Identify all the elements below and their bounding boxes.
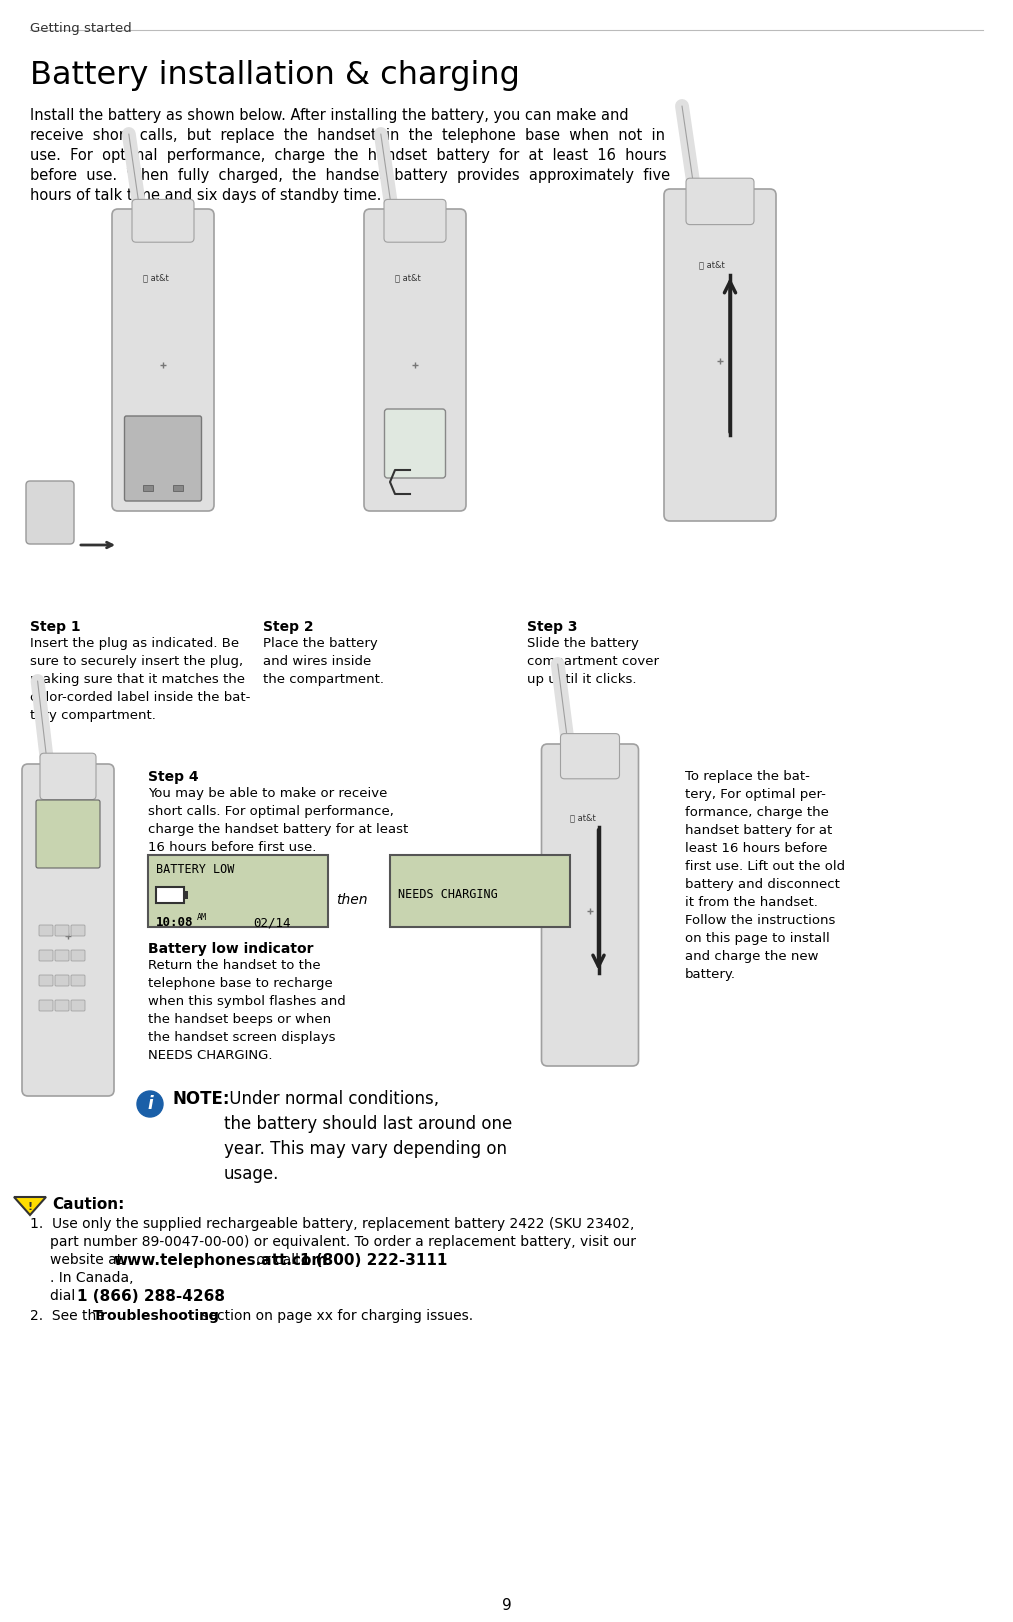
Text: 9: 9 — [501, 1598, 512, 1612]
FancyBboxPatch shape — [664, 190, 776, 521]
Text: .: . — [187, 1289, 191, 1302]
Text: Troubleshooting: Troubleshooting — [93, 1309, 220, 1324]
FancyBboxPatch shape — [36, 800, 100, 868]
Text: Install the battery as shown below. After installing the battery, you can make a: Install the battery as shown below. Afte… — [30, 109, 629, 123]
FancyBboxPatch shape — [71, 925, 85, 936]
Text: 1.  Use only the supplied rechargeable battery, replacement battery 2422 (SKU 23: 1. Use only the supplied rechargeable ba… — [30, 1216, 634, 1231]
Text: website at: website at — [50, 1254, 127, 1267]
Text: . In Canada,: . In Canada, — [50, 1272, 134, 1285]
FancyBboxPatch shape — [71, 975, 85, 986]
FancyBboxPatch shape — [55, 925, 69, 936]
Text: NEEDS CHARGING: NEEDS CHARGING — [398, 887, 497, 900]
FancyBboxPatch shape — [560, 733, 620, 779]
FancyBboxPatch shape — [55, 1001, 69, 1011]
Text: Getting started: Getting started — [30, 23, 132, 36]
Text: NOTE:: NOTE: — [172, 1090, 230, 1108]
FancyBboxPatch shape — [26, 482, 74, 543]
FancyBboxPatch shape — [156, 887, 184, 903]
Text: Caution:: Caution: — [52, 1197, 125, 1212]
Text: www.telephones.att.com: www.telephones.att.com — [113, 1254, 327, 1268]
Text: Ⓜ at&t: Ⓜ at&t — [699, 261, 725, 269]
Text: Step 4: Step 4 — [148, 770, 199, 783]
Text: You may be able to make or receive
short calls. For optimal performance,
charge : You may be able to make or receive short… — [148, 787, 408, 855]
Text: Step 2: Step 2 — [263, 620, 314, 634]
Text: Insert the plug as indicated. Be
sure to securely insert the plug,
making sure t: Insert the plug as indicated. Be sure to… — [30, 637, 250, 722]
FancyBboxPatch shape — [148, 855, 328, 928]
Text: use.  For  optimal  performance,  charge  the  handset  battery  for  at  least : use. For optimal performance, charge the… — [30, 148, 667, 162]
Text: BATTERY LOW: BATTERY LOW — [156, 863, 234, 876]
Text: 1 (800) 222-3111: 1 (800) 222-3111 — [300, 1254, 448, 1268]
Polygon shape — [14, 1197, 46, 1215]
FancyBboxPatch shape — [71, 1001, 85, 1011]
FancyBboxPatch shape — [55, 975, 69, 986]
Text: hours of talk time and six days of standby time.: hours of talk time and six days of stand… — [30, 188, 381, 203]
Text: section on page xx for charging issues.: section on page xx for charging issues. — [197, 1309, 473, 1324]
FancyBboxPatch shape — [173, 485, 183, 491]
Text: Place the battery
and wires inside
the compartment.: Place the battery and wires inside the c… — [263, 637, 384, 686]
Text: 02/14: 02/14 — [253, 916, 291, 929]
FancyBboxPatch shape — [686, 178, 754, 224]
Text: 10:08: 10:08 — [156, 916, 193, 929]
Text: Ⓜ at&t: Ⓜ at&t — [395, 274, 420, 282]
Text: or call: or call — [252, 1254, 303, 1267]
Text: Return the handset to the
telephone base to recharge
when this symbol flashes an: Return the handset to the telephone base… — [148, 959, 345, 1062]
FancyBboxPatch shape — [40, 753, 96, 800]
FancyBboxPatch shape — [384, 200, 446, 242]
FancyBboxPatch shape — [55, 950, 69, 960]
FancyBboxPatch shape — [390, 855, 570, 928]
FancyBboxPatch shape — [364, 209, 466, 511]
Text: Battery low indicator: Battery low indicator — [148, 942, 313, 955]
FancyBboxPatch shape — [38, 1001, 53, 1011]
FancyBboxPatch shape — [71, 950, 85, 960]
Text: i: i — [147, 1095, 153, 1113]
Text: 1 (866) 288-4268: 1 (866) 288-4268 — [77, 1289, 225, 1304]
FancyBboxPatch shape — [22, 764, 114, 1096]
FancyBboxPatch shape — [542, 744, 638, 1066]
FancyBboxPatch shape — [143, 485, 153, 491]
Circle shape — [137, 1092, 163, 1118]
Text: Ⓜ at&t: Ⓜ at&t — [143, 274, 169, 282]
FancyBboxPatch shape — [38, 975, 53, 986]
Text: Ⓜ at&t: Ⓜ at&t — [49, 835, 75, 845]
Text: part number 89-0047-00-00) or equivalent. To order a replacement battery, visit : part number 89-0047-00-00) or equivalent… — [50, 1234, 636, 1249]
Text: 2.  See the: 2. See the — [30, 1309, 109, 1324]
Text: Step 1: Step 1 — [30, 620, 81, 634]
FancyBboxPatch shape — [38, 925, 53, 936]
Text: Step 3: Step 3 — [527, 620, 577, 634]
Text: before  use.  When  fully  charged,  the  handset  battery  provides  approximat: before use. When fully charged, the hand… — [30, 169, 671, 183]
Text: then: then — [336, 894, 368, 907]
FancyBboxPatch shape — [385, 409, 446, 478]
Text: !: ! — [27, 1202, 32, 1212]
FancyBboxPatch shape — [38, 950, 53, 960]
FancyBboxPatch shape — [112, 209, 214, 511]
Bar — [184, 890, 188, 899]
Text: receive  short  calls,  but  replace  the  handset  in  the  telephone  base  wh: receive short calls, but replace the han… — [30, 128, 665, 143]
Text: dial: dial — [50, 1289, 80, 1302]
Text: Slide the battery
compartment cover
up until it clicks.: Slide the battery compartment cover up u… — [527, 637, 659, 686]
FancyBboxPatch shape — [125, 415, 202, 501]
Text: Battery installation & charging: Battery installation & charging — [30, 60, 520, 91]
Text: AM: AM — [197, 913, 207, 921]
FancyBboxPatch shape — [132, 200, 194, 242]
Text: Under normal conditions,
the battery should last around one
year. This may vary : Under normal conditions, the battery sho… — [224, 1090, 513, 1182]
Text: To replace the bat-
tery, For optimal per-
formance, charge the
handset battery : To replace the bat- tery, For optimal pe… — [685, 770, 845, 981]
Text: Ⓜ at&t: Ⓜ at&t — [570, 814, 596, 822]
